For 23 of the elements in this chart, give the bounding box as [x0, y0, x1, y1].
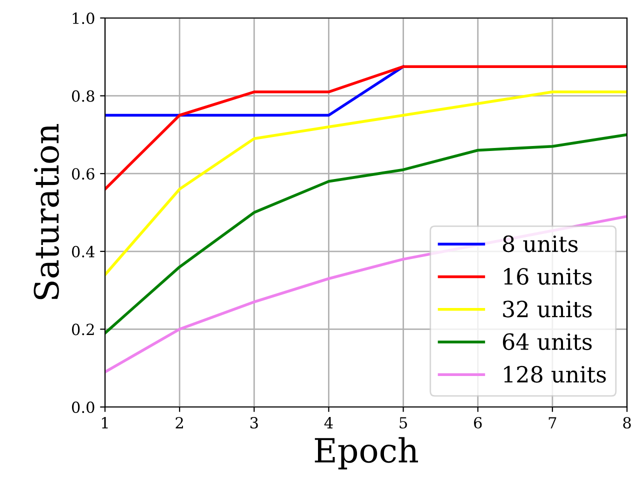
- y-tick-label: 0.0: [72, 401, 94, 414]
- legend-label: 8 units: [502, 235, 578, 252]
- x-tick-label: 3: [250, 416, 258, 429]
- line-series: [105, 65, 627, 191]
- y-tick-label: 0.4: [72, 246, 95, 258]
- y-tick-label: 0.6: [72, 168, 94, 180]
- legend-label: 32 units: [503, 300, 592, 318]
- x-tick-label: 5: [400, 417, 407, 429]
- y-axis-title: Saturation: [34, 124, 59, 300]
- x-tick-label: 8: [623, 416, 631, 429]
- x-tick-label: 4: [324, 416, 333, 428]
- x-tick-label: 6: [474, 416, 482, 429]
- legend-label: 64 units: [502, 333, 592, 350]
- y-tick-label: 0.2: [72, 324, 94, 336]
- x-axis-title: Epoch: [314, 437, 418, 470]
- x-tick-label: 2: [176, 416, 183, 428]
- x-tick-label: 7: [548, 417, 556, 428]
- legend-label: 128 units: [504, 366, 606, 383]
- line-series: [105, 133, 627, 334]
- legend-label: 16 units: [504, 268, 592, 285]
- y-tick-label: 1.0: [72, 12, 94, 24]
- y-tick-label: 0.8: [72, 90, 94, 102]
- x-tick-label: 1: [102, 416, 108, 428]
